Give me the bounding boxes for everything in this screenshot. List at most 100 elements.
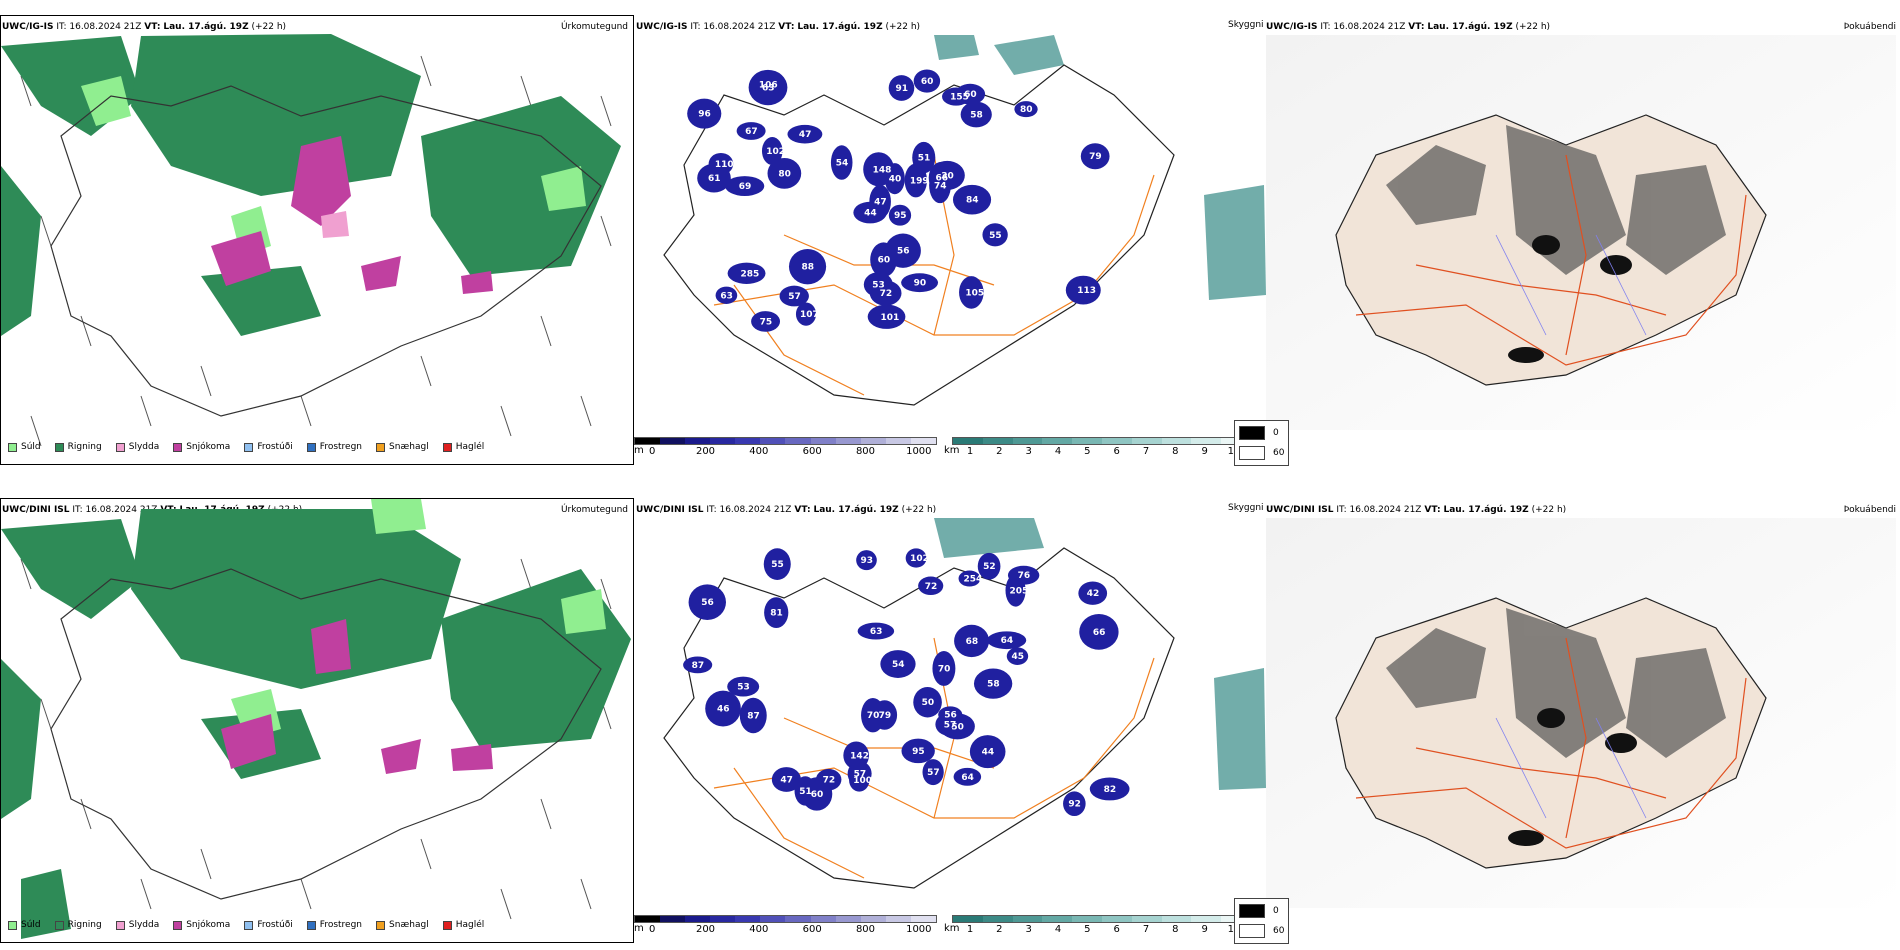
fog-legend-swatch [1239, 446, 1265, 460]
cloudbase-value-label: 90 [914, 279, 927, 289]
cloudbase-blob [715, 286, 738, 304]
colorbar-tick-label: 6 [1113, 446, 1120, 457]
legend-swatch [244, 442, 254, 452]
cloudbase-map[interactable]: 95 47 66 60 58 63 69 44 75 51 54 57 30 67 61 79 53 47 88 11… [634, 35, 1266, 430]
cloudbase-value-label: 57 [854, 770, 867, 780]
lead-time: (+22 h) [885, 22, 921, 32]
colorbar-cell [910, 916, 936, 922]
colorbar-cell [635, 438, 661, 444]
cloudbase-blob [1014, 101, 1038, 118]
colorbar-cell [1072, 916, 1102, 922]
cloudbase-blob [727, 262, 766, 284]
cloudbase-blob [795, 302, 817, 326]
cloudbase-areas [687, 69, 1110, 332]
cloudbase-blob [867, 304, 906, 329]
cloudbase-header: UWC/IG-IS IT: 16.08.2024 21Z VT: Lau. 17… [636, 22, 920, 33]
fog-legend-swatch [1239, 924, 1265, 938]
legend-swatch [8, 920, 17, 930]
fog-header: UWC/IG-IS IT: 16.08.2024 21Z VT: Lau. 17… [1266, 22, 1550, 33]
cloudbase-blob [830, 145, 853, 180]
colorbar-tick-label: 3 [1025, 924, 1032, 935]
cloudbase-value-label: 67 [745, 127, 758, 137]
visibility-colorbar: 12345678910 km [944, 915, 1252, 935]
legend-item: Frostregn [306, 920, 362, 930]
cloudbase-value-label: 63 [720, 291, 733, 301]
fog-title: Þokuábendi [1843, 22, 1896, 32]
colorbar-tick-label: 7 [1142, 446, 1150, 457]
visibility-unit: km [944, 923, 960, 934]
cloudbase-map[interactable]: 87 64 56 53 63 54 93 81 57 50 44 42 47 56 60 46 70 51 45 72… [634, 518, 1266, 908]
legend-swatch [8, 442, 17, 452]
fog-map-svg [1266, 518, 1896, 908]
colorbar-cell [1191, 916, 1222, 922]
cloudbase-labels: 8764565363549381575044424756604670514572… [692, 554, 1117, 810]
cloudbase-blob [913, 69, 941, 93]
cloudbase-value-label: 64 [1001, 636, 1014, 646]
cloudbase-blob [856, 550, 877, 571]
colorbar-tick-label: 800 [855, 446, 876, 457]
cloudbase-value-label: 80 [1020, 105, 1033, 115]
cloudbase-blob [904, 163, 928, 198]
fog-panel-row2: Skyggni UWC/DINI ISL IT: 16.08.2024 21Z … [1226, 483, 1900, 944]
legend-swatch [173, 442, 183, 452]
cloudbase-value-label: 82 [1104, 785, 1117, 795]
cloudbase-blob [863, 152, 895, 187]
cloudbase-blob [687, 98, 722, 129]
cloudbase-blob [849, 768, 870, 792]
cloudbase-value-label: 155 [950, 93, 969, 103]
lead-time: (+22 h) [1531, 505, 1567, 515]
cloudbase-value-label: 76 [1018, 571, 1031, 581]
cloudbase-value-label: 66 [1093, 628, 1106, 638]
cloudbase-value-label: 61 [708, 174, 721, 184]
colorbar-tick-label: 2 [996, 924, 1003, 935]
cloudbase-value-label: 60 [811, 790, 824, 800]
cloudbase-value-label: 47 [799, 130, 812, 140]
fog-header: UWC/DINI ISL IT: 16.08.2024 21Z VT: Lau.… [1266, 505, 1566, 516]
legend-item: Frostúði [244, 442, 293, 452]
cloudbase-value-label: 205 [1010, 586, 1029, 596]
colorbar-cell [1161, 438, 1192, 444]
cloudbase-value-label: 95 [894, 211, 907, 221]
colorbar-cell [735, 438, 761, 444]
colorbar-tick-label: 400 [749, 446, 769, 457]
precip-map[interactable] [0, 15, 634, 465]
legend-swatch [54, 920, 64, 930]
colorbar-cell [910, 438, 936, 444]
fog-map[interactable] [1266, 518, 1896, 908]
cloudbase-value-label: 148 [873, 165, 892, 175]
cloudbase-value-label: 105 [965, 288, 984, 298]
cloudbase-value-label: 56 [897, 247, 910, 257]
iceland-outline [663, 547, 1175, 889]
cloudbase-value-label: 100 [853, 776, 872, 786]
init-time: IT: 16.08.2024 21Z [706, 505, 792, 515]
model-name: UWC/IG-IS [1266, 22, 1318, 32]
cloudbase-value-label: 102 [910, 554, 929, 564]
cloudbase-value-label: 47 [780, 775, 793, 785]
colorbar-cell [1101, 438, 1132, 444]
legend-label: Snjókoma [186, 920, 231, 930]
colorbar-cell [685, 438, 711, 444]
legend-swatch [306, 920, 316, 930]
precip-legend: Súld Rigning Slydda Snjókoma Frostúði Fr… [8, 920, 498, 930]
cloudbase-blob [888, 75, 915, 101]
cloudbase-value-label: 30 [941, 171, 954, 181]
legend-item: Slydda [115, 920, 159, 930]
colorbar-cell [1131, 916, 1162, 922]
model-name: UWC/DINI ISL [2, 505, 70, 515]
cloudbase-value-label: 52 [983, 562, 996, 572]
fog-left-title: Skyggni [1228, 20, 1264, 30]
colorbar-tick-label: 9 [1201, 446, 1208, 457]
cloudbase-blob [935, 712, 965, 737]
init-time: IT: 16.08.2024 21Z [56, 22, 142, 32]
legend-label: Rigning [67, 920, 102, 930]
cloudbase-blob [736, 122, 766, 140]
cloudbase-blob [888, 204, 912, 226]
iceland-outline [50, 568, 602, 900]
colorbar-cell [660, 916, 686, 922]
fog-map[interactable] [1266, 35, 1896, 430]
precip-map[interactable] [0, 498, 634, 943]
init-time: IT: 16.08.2024 21Z [1320, 22, 1406, 32]
cloudbase-value-label: 60 [921, 77, 934, 87]
colorbar-cell [885, 916, 911, 922]
cloudbase-value-label: 63 [870, 627, 883, 637]
